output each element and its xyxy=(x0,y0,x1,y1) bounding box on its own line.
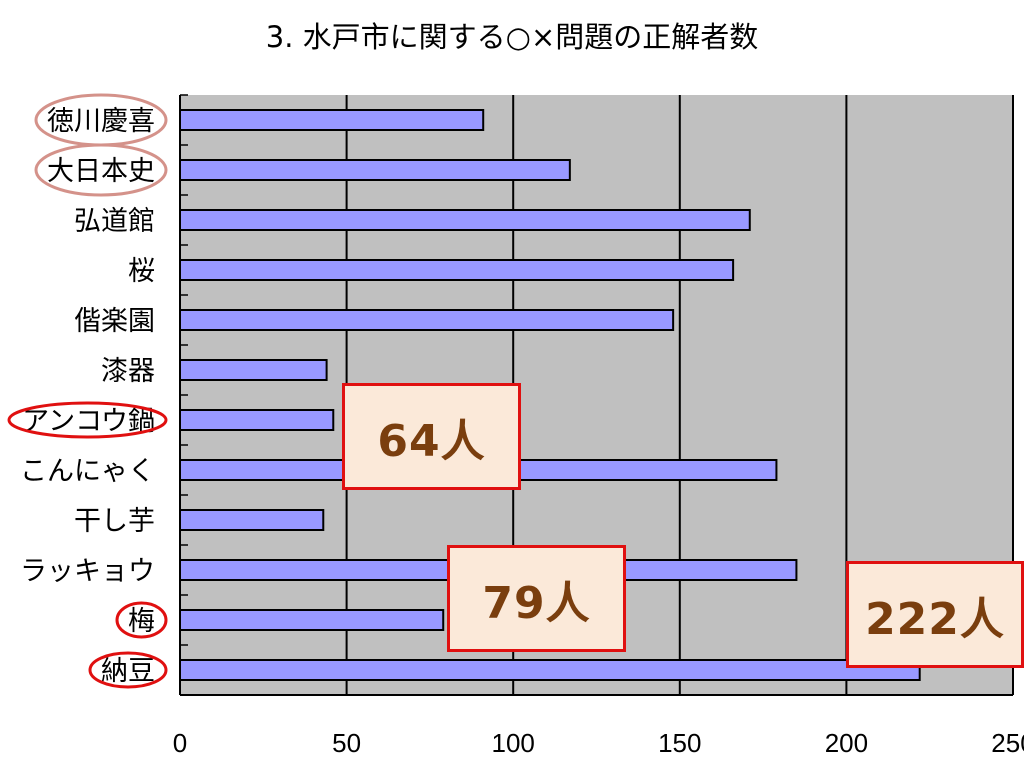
bar xyxy=(179,159,571,181)
category-label: こんにゃく xyxy=(20,456,155,487)
bar xyxy=(179,259,735,281)
highlight-circle xyxy=(115,601,168,639)
chart-title: 3. 水戸市に関する○×問題の正解者数 xyxy=(265,20,759,54)
x-tick-label: 150 xyxy=(658,728,701,758)
annotation-222: 222人 xyxy=(846,561,1024,668)
x-tick-label: 0 xyxy=(173,728,187,758)
highlight-circle xyxy=(7,401,168,439)
bar xyxy=(179,659,921,681)
bar xyxy=(179,509,325,531)
category-label: 弘道館 xyxy=(74,206,155,237)
annotation-79: 79人 xyxy=(447,545,626,652)
category-label: 干し芋 xyxy=(74,506,155,537)
category-label: 納豆 xyxy=(101,656,155,687)
x-tick-label: 250 xyxy=(991,728,1024,758)
annotation-64: 64人 xyxy=(342,383,521,490)
category-label: アンコウ鍋 xyxy=(22,406,155,437)
bar xyxy=(179,409,335,431)
bar xyxy=(179,309,675,331)
category-label: 梅 xyxy=(128,606,155,637)
category-label: 徳川慶喜 xyxy=(47,106,155,137)
category-label: 桜 xyxy=(128,256,155,287)
category-label: 大日本史 xyxy=(47,156,155,187)
category-label: ラッキョウ xyxy=(20,556,155,587)
category-label: 漆器 xyxy=(101,356,155,387)
x-tick-label: 200 xyxy=(825,728,868,758)
bar xyxy=(179,209,751,231)
bar xyxy=(179,359,328,381)
bar xyxy=(179,609,445,631)
x-tick-label: 100 xyxy=(492,728,535,758)
highlight-circle xyxy=(88,651,168,689)
bar xyxy=(179,109,485,131)
category-label: 偕楽園 xyxy=(74,306,155,337)
x-tick-label: 50 xyxy=(332,728,361,758)
highlight-circle xyxy=(34,143,168,197)
